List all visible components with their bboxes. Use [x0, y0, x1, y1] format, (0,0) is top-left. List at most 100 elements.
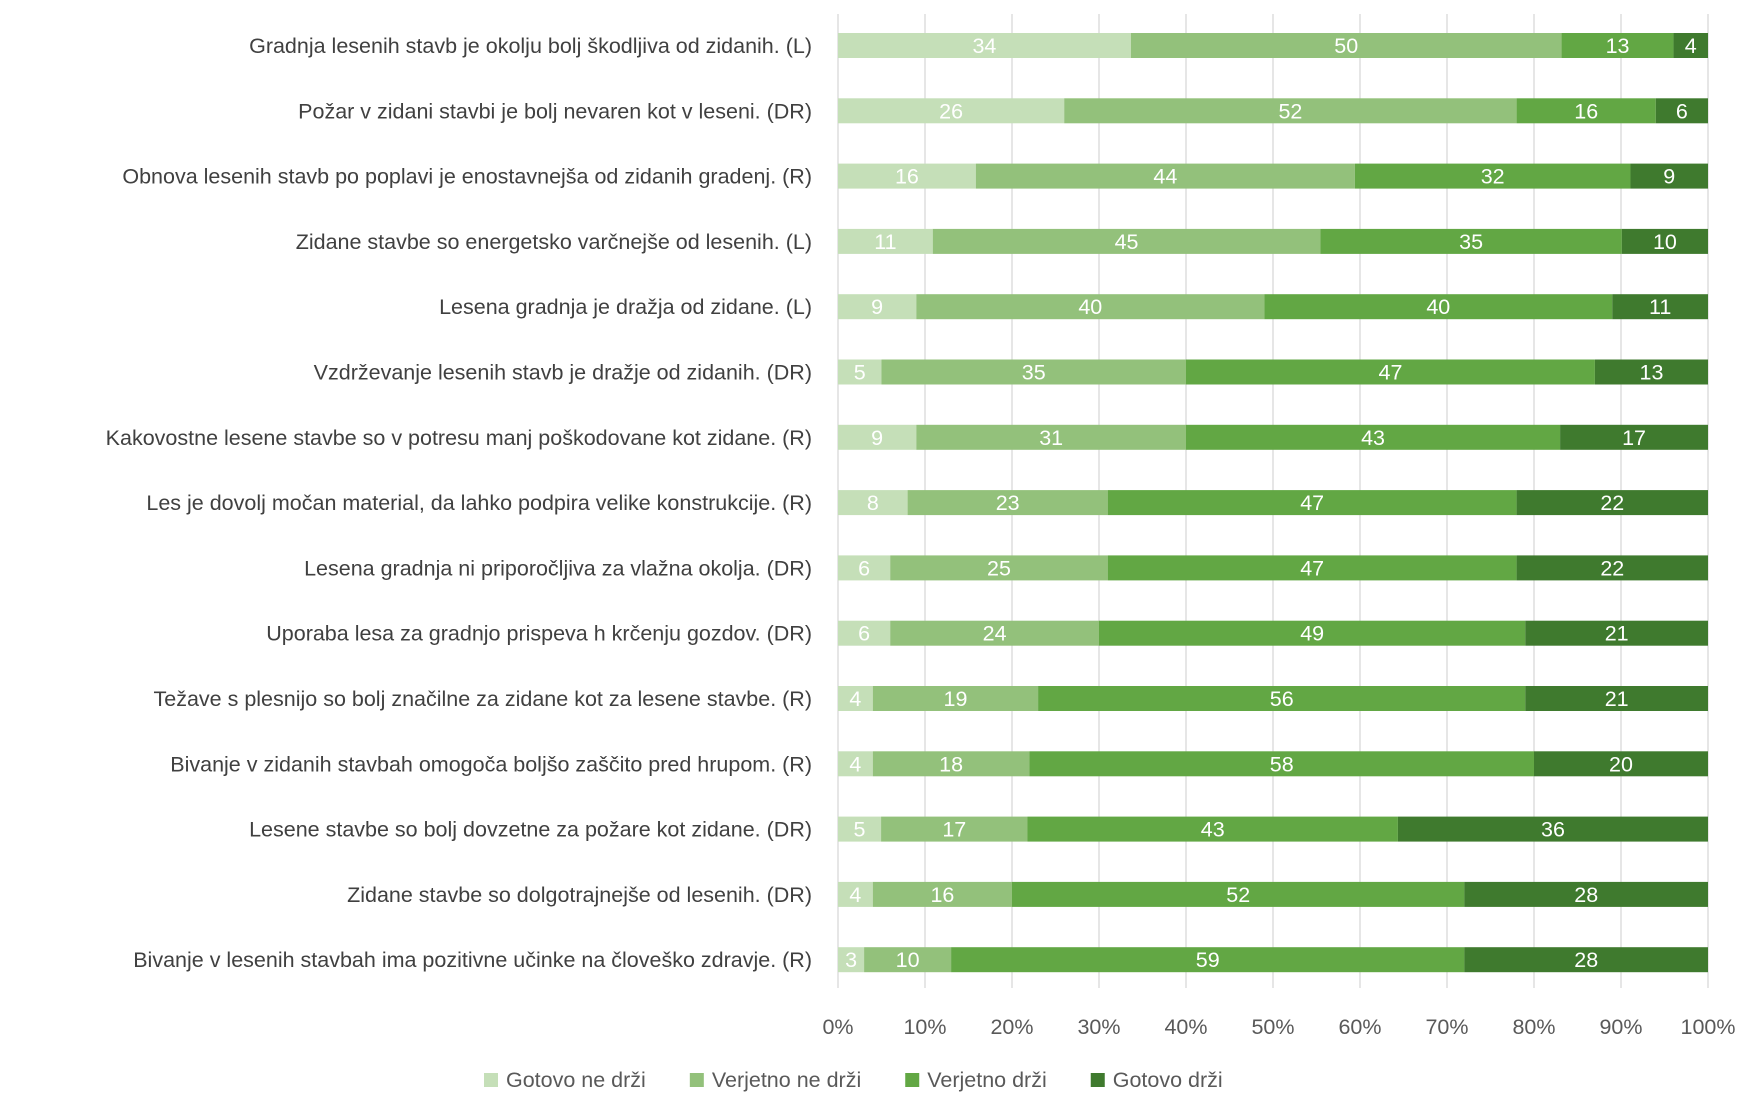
bar-value-label: 32 [1481, 165, 1505, 189]
bar-value-label: 20 [1609, 752, 1633, 776]
bar-segment [1107, 555, 1517, 581]
category-label: Lesena gradnja ni priporočljiva za vlažn… [304, 556, 812, 580]
bar-segment [1027, 816, 1398, 842]
bar-value-label: 10 [1653, 230, 1677, 254]
bar-value-label: 8 [867, 491, 879, 515]
bar-segment [838, 33, 1131, 58]
bar-segment [1354, 163, 1631, 189]
bar-value-label: 47 [1300, 491, 1324, 515]
category-label: Les je dovolj močan material, da lahko p… [146, 491, 812, 515]
x-tick-label: 40% [1164, 1015, 1207, 1039]
bar-segment [1264, 294, 1613, 320]
bar-value-label: 5 [854, 818, 866, 842]
bar-segment [838, 424, 917, 450]
bar-segment [1630, 163, 1708, 189]
bar-value-label: 4 [849, 883, 861, 907]
bar-segment [1107, 490, 1517, 516]
legend-swatch [689, 1073, 704, 1087]
x-tick-label: 10% [903, 1015, 946, 1039]
bar-value-label: 3 [845, 948, 857, 972]
bar-value-label: 17 [942, 818, 966, 842]
legend-label: Gotovo drži [1113, 1068, 1223, 1092]
category-label: Bivanje v lesenih stavbah ima pozitivne … [133, 948, 812, 972]
category-label: Lesene stavbe so bolj dovzetne za požare… [249, 818, 812, 842]
bar-value-label: 21 [1605, 622, 1629, 646]
bar-segment [838, 163, 976, 189]
bar-value-label: 35 [1022, 361, 1046, 385]
x-axis: 0% 10% 20% 30% 40% 50% 60% 70% 80% 90% 100% [822, 1015, 1735, 1039]
legend-swatch [1090, 1073, 1105, 1087]
bar-value-label: 16 [1574, 99, 1598, 123]
x-tick-label: 90% [1599, 1015, 1642, 1039]
bar-segment [1655, 98, 1708, 124]
bar-value-label: 16 [895, 165, 919, 189]
bar-value-label: 28 [1574, 883, 1598, 907]
bar-segment [838, 359, 882, 385]
bar-segment [1186, 424, 1561, 450]
legend-swatch [905, 1073, 920, 1087]
bar-segment [1612, 294, 1708, 320]
bar-value-label: 45 [1115, 230, 1139, 254]
bar-value-label: 6 [858, 556, 870, 580]
bar-value-label: 24 [983, 622, 1007, 646]
bar-segment [1186, 359, 1595, 385]
bar-value-label: 17 [1622, 426, 1646, 450]
category-label: Obnova lesenih stavb po poplavi je enost… [122, 165, 812, 189]
bar-value-label: 52 [1226, 883, 1250, 907]
bar-value-label: 40 [1078, 295, 1102, 319]
category-label: Požar v zidani stavbi je bolj nevaren ko… [298, 99, 812, 123]
bar-value-label: 59 [1196, 948, 1220, 972]
category-label: Zidane stavbe so dolgotrajnejše od lesen… [347, 883, 812, 907]
x-tick-label: 30% [1077, 1015, 1120, 1039]
bar-value-label: 13 [1606, 34, 1630, 58]
x-tick-label: 50% [1251, 1015, 1294, 1039]
bar-segment [907, 490, 1108, 516]
x-tick-label: 80% [1512, 1015, 1555, 1039]
legend-swatch [484, 1073, 498, 1087]
bar-value-label: 9 [871, 426, 883, 450]
bar-value-label: 16 [930, 883, 954, 907]
bar-segment [1130, 33, 1562, 58]
bar-segment [890, 620, 1099, 646]
bar-value-label: 35 [1459, 230, 1483, 254]
bar-value-label: 18 [939, 752, 963, 776]
bar-value-label: 26 [939, 99, 963, 123]
bar-value-label: 52 [1278, 99, 1302, 123]
bar-segment [838, 620, 891, 646]
bar-value-label: 6 [858, 622, 870, 646]
bar-value-label: 40 [1426, 295, 1450, 319]
bar-value-label: 11 [1649, 295, 1671, 319]
category-labels: Gradnja lesenih stavb je okolju bolj ško… [106, 34, 812, 972]
bar-segment [1673, 33, 1708, 58]
legend-label: Verjetno ne drži [712, 1068, 861, 1092]
bar-segment [881, 816, 1028, 842]
bar-value-label: 9 [871, 295, 883, 319]
bar-segment [1012, 881, 1465, 907]
category-label: Lesena gradnja je dražja od zidane. (L) [439, 295, 812, 319]
bar-value-label: 43 [1361, 426, 1385, 450]
bar-segment [932, 228, 1321, 254]
bar-segment [881, 359, 1186, 385]
bar-value-label: 47 [1300, 556, 1324, 580]
legend-label: Gotovo ne drži [506, 1068, 646, 1092]
bar-segment [838, 98, 1065, 124]
bar-segment [838, 228, 933, 254]
category-label: Težave s plesnijo so bolj značilne za zi… [154, 687, 813, 711]
bar-segment [1464, 947, 1708, 973]
bar-value-label: 21 [1605, 687, 1629, 711]
bar-segment [872, 881, 1012, 907]
x-tick-label: 70% [1425, 1015, 1468, 1039]
bar-value-label: 19 [943, 687, 967, 711]
category-label: Uporaba lesa za gradnjo prispeva h krčen… [266, 622, 812, 646]
bar-segment [838, 816, 882, 842]
bar-value-label: 47 [1378, 361, 1402, 385]
bar-value-label: 6 [1676, 99, 1688, 123]
x-tick-label: 0% [822, 1015, 853, 1039]
bar-segment [1560, 424, 1708, 450]
bar-value-label: 22 [1600, 491, 1624, 515]
bar-segment [916, 294, 1265, 320]
category-label: Vzdrževanje lesenih stavb je dražje od z… [314, 361, 812, 385]
category-label: Zidane stavbe so energetsko varčnejše od… [296, 230, 812, 254]
bar-segment [1516, 555, 1708, 581]
